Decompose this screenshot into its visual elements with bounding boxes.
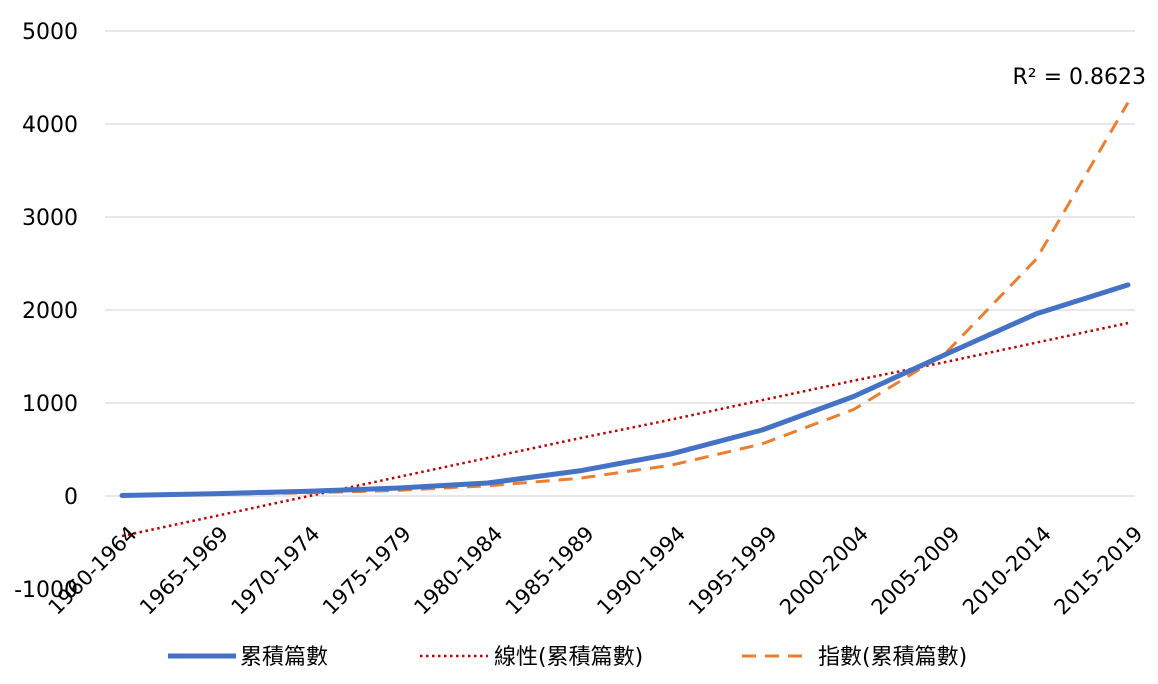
x-tick-label: 1970-1974: [227, 522, 325, 620]
series-line-1: [121, 321, 1129, 538]
y-tick-label: 4000: [22, 113, 78, 138]
series-line-0: [119, 282, 1131, 498]
x-tick-label: 1965-1969: [135, 522, 233, 620]
r-squared-annotation: R² = 0.8623: [1012, 65, 1146, 90]
x-tick-label: 2000-2004: [775, 522, 873, 620]
x-tick-label: 1980-1984: [409, 522, 507, 620]
y-tick-label: 2000: [22, 299, 78, 324]
x-axis-ticks: 1960-19641965-19691970-19741975-19791980…: [44, 522, 1148, 620]
x-tick-label: 2005-2009: [867, 522, 965, 620]
legend-label: 累積篇數: [240, 645, 328, 670]
y-tick-label: -1000: [14, 578, 78, 603]
legend-label: 線性(累積篇數): [494, 645, 643, 670]
x-tick-label: 1985-1989: [501, 522, 599, 620]
y-tick-label: 3000: [22, 206, 78, 231]
x-tick-label: 1995-1999: [684, 522, 782, 620]
y-axis-ticks: 5000 4000 3000 2000 1000 0 -1000: [14, 20, 78, 603]
legend-label: 指數(累積篇數): [818, 645, 967, 670]
series-lines: [119, 101, 1131, 538]
x-tick-label: 1990-1994: [592, 522, 690, 620]
legend: 累積篇數 線性(累積篇數) 指數(累積篇數): [168, 645, 967, 670]
gridlines: [105, 30, 1135, 497]
x-tick-label: 1960-1964: [44, 522, 142, 620]
x-tick-label: 1975-1979: [318, 522, 416, 620]
y-tick-label: 0: [64, 485, 78, 510]
series-line-2: [121, 101, 1130, 497]
y-tick-label: 5000: [22, 20, 78, 45]
x-tick-label: 2010-2014: [958, 522, 1056, 620]
y-tick-label: 1000: [22, 392, 78, 417]
x-tick-label: 2015-2019: [1050, 522, 1148, 620]
